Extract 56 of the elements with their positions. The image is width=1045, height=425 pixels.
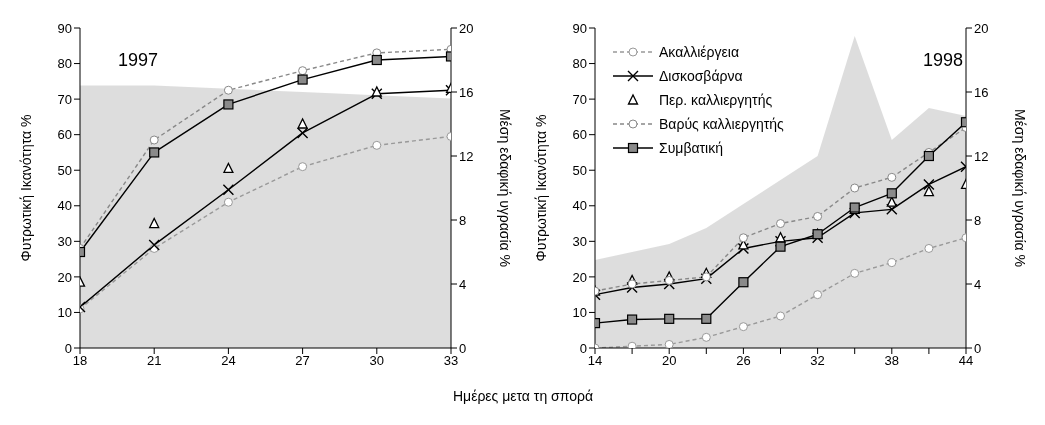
legend-label: Δισκοσβάρνα [659,68,743,84]
y2-tick-label: 0 [974,340,982,356]
x-tick-label: 26 [736,353,751,369]
y2-tick-label: 16 [974,84,989,100]
y-axis-title: Φυτρωτική Ικανότητα % [532,114,549,262]
y-tick-label: 70 [57,91,72,107]
y-tick-label: 20 [572,269,587,285]
x-tick-label: 38 [884,353,900,369]
y-tick-label: 30 [572,233,587,249]
legend-label: Βαρύς καλλιεργητής [659,116,784,132]
y2-tick-label: 12 [974,148,989,164]
x-tick-label: 14 [587,353,603,369]
y2-axis-title: Μέση εδαφική υγρασία % [1012,108,1029,268]
y-tick-label: 90 [57,20,72,36]
y-axis-title: Φυτρωτική Ικανότητα % [17,114,34,262]
text: 1998 [923,50,964,71]
y2-tick-label: 4 [974,276,982,292]
y-tick-label: 60 [57,127,72,143]
y-tick-label: 30 [57,233,72,249]
y2-tick-label: 16 [459,84,474,100]
y-tick-label: 0 [579,340,587,356]
legend-label: Περ. καλλιεργητής [659,92,773,108]
x-tick-label: 24 [221,353,236,369]
legend-label: Συμβατική [659,140,723,156]
y2-tick-label: 0 [459,340,467,356]
x-tick-label: 20 [661,353,677,369]
y-tick-label: 90 [572,20,587,36]
y2-tick-label: 20 [459,20,474,36]
y-tick-label: 70 [572,91,587,107]
x-tick-label: 21 [146,353,162,369]
y-tick-label: 0 [64,340,72,356]
x-tick-label: 27 [295,353,310,369]
y-tick-label: 20 [57,269,72,285]
x-tick-label: 18 [72,353,88,369]
legend-label: Ακαλλιέργεια [659,44,740,60]
x-tick-label: 33 [443,353,459,369]
x-tick-label: 32 [810,353,825,369]
y-tick-label: 10 [572,305,587,321]
y2-tick-label: 12 [459,148,474,164]
y-tick-label: 40 [57,198,72,214]
y-tick-label: 40 [572,198,587,214]
x-tick-label: 30 [369,353,385,369]
x-tick-label: 44 [958,353,974,369]
y-tick-label: 10 [57,305,72,321]
y-tick-label: 80 [572,56,587,72]
y2-tick-label: 8 [974,212,982,228]
y2-axis-title: Μέση εδαφική υγρασία % [497,108,514,268]
y-tick-label: 50 [572,162,587,178]
y2-tick-label: 20 [974,20,989,36]
y-tick-label: 60 [572,127,587,143]
y2-tick-label: 8 [459,212,467,228]
y2-tick-label: 4 [459,276,467,292]
y-tick-label: 50 [57,162,72,178]
text: 1997 [118,50,159,71]
y-tick-label: 80 [57,56,72,72]
x-axis-title: Ημέρες μετα τη σπορά [451,388,594,404]
